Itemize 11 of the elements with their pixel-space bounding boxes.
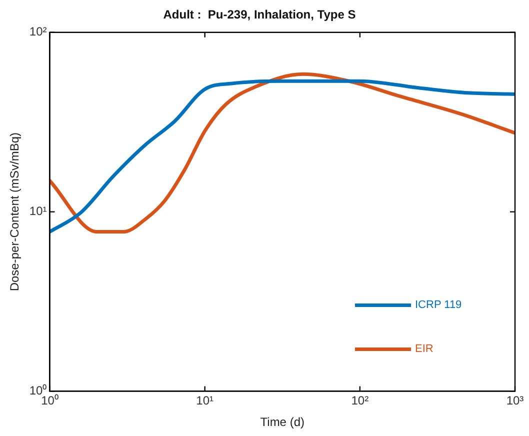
x-tick-label: 10² [351,394,369,408]
x-axis-title: Time (d) [260,415,304,430]
y-tick-label: 10¹ [29,204,47,218]
x-tick-label: 10¹ [196,394,214,408]
chart-title: Adult : Pu-239, Inhalation, Type S [163,8,356,22]
text: ICRP 119 [415,299,462,312]
text: EIR [415,343,434,356]
x-tick-label: 10⁰ [41,394,58,408]
x-tick-label: 10³ [506,394,524,408]
y-tick-label: 10² [29,24,47,39]
y-axis-title: Dose-per-Content (mSv/mBq) [8,132,22,292]
